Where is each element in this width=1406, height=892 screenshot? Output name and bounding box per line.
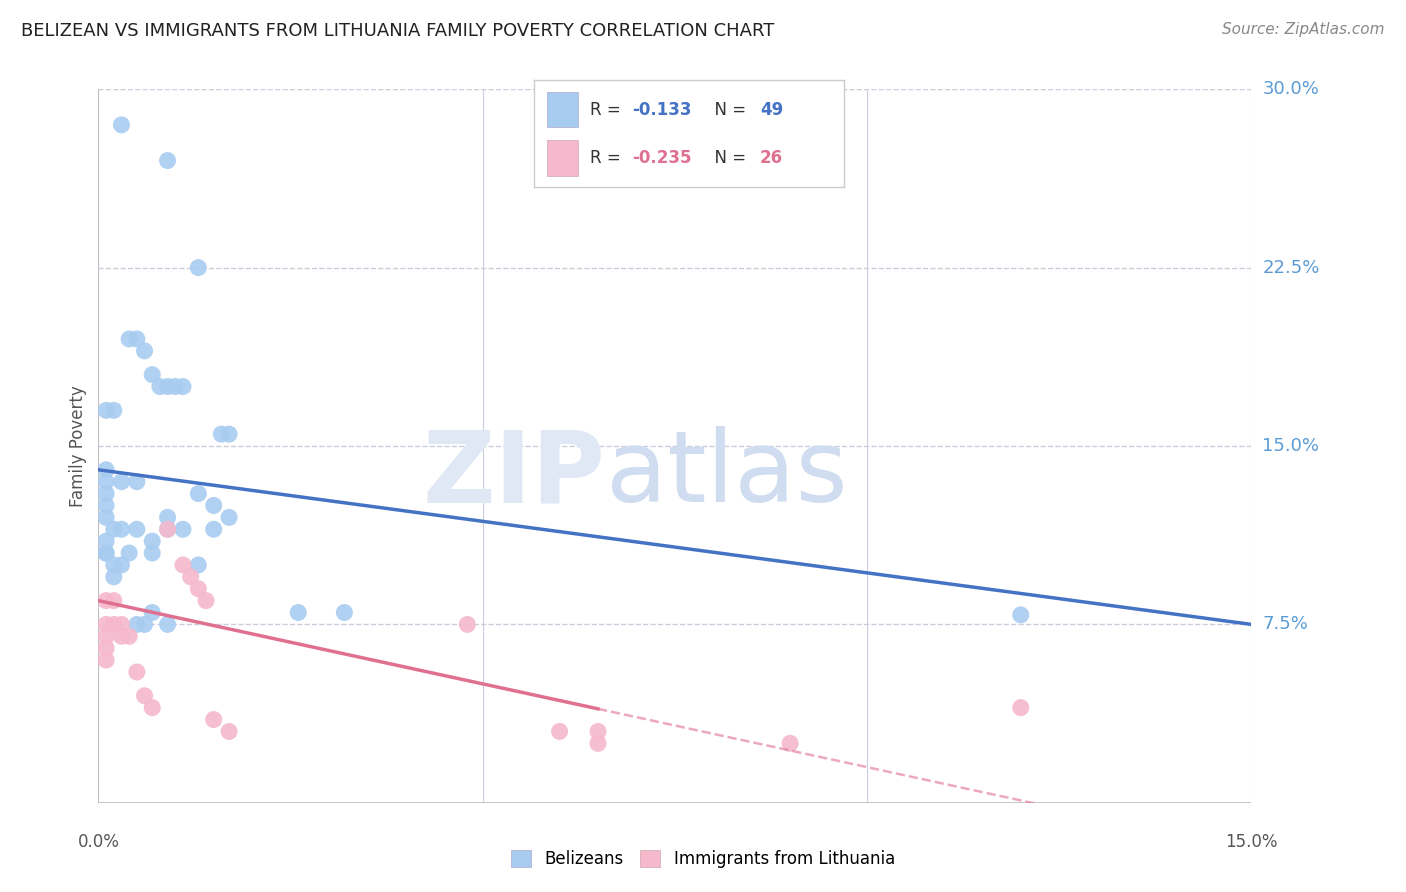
Point <box>94 403 117 417</box>
Point <box>172 379 194 393</box>
Point <box>94 617 117 632</box>
Point <box>149 379 172 393</box>
Point <box>94 499 117 513</box>
Point <box>94 629 117 643</box>
Point <box>103 593 125 607</box>
Point <box>134 689 156 703</box>
Point <box>156 522 179 536</box>
Legend: Belizeans, Immigrants from Lithuania: Belizeans, Immigrants from Lithuania <box>505 843 901 875</box>
Point <box>209 427 232 442</box>
Point <box>548 724 571 739</box>
Point <box>165 379 187 393</box>
Text: -0.133: -0.133 <box>631 101 692 119</box>
Point <box>110 118 132 132</box>
Point <box>134 617 156 632</box>
Point <box>94 546 117 560</box>
Point <box>172 522 194 536</box>
Point <box>94 463 117 477</box>
Point <box>94 510 117 524</box>
Point <box>94 546 117 560</box>
Point <box>202 713 225 727</box>
Text: 15.0%: 15.0% <box>1225 833 1278 851</box>
Text: R =: R = <box>591 101 626 119</box>
Point <box>586 724 609 739</box>
Text: 7.5%: 7.5% <box>1263 615 1309 633</box>
Point <box>156 379 179 393</box>
Point <box>287 606 309 620</box>
Point <box>156 153 179 168</box>
Point <box>156 510 179 524</box>
Point <box>125 665 148 679</box>
FancyBboxPatch shape <box>547 140 578 176</box>
Point <box>110 522 132 536</box>
Text: atlas: atlas <box>606 426 848 523</box>
Point <box>110 617 132 632</box>
Point <box>218 510 240 524</box>
Point <box>94 534 117 549</box>
Point <box>141 368 163 382</box>
Text: BELIZEAN VS IMMIGRANTS FROM LITHUANIA FAMILY POVERTY CORRELATION CHART: BELIZEAN VS IMMIGRANTS FROM LITHUANIA FA… <box>21 22 775 40</box>
Point <box>187 582 209 596</box>
Point <box>94 593 117 607</box>
Text: R =: R = <box>591 149 626 167</box>
Point <box>195 593 218 607</box>
Point <box>103 570 125 584</box>
Point <box>156 617 179 632</box>
Point <box>180 570 202 584</box>
Text: 22.5%: 22.5% <box>1263 259 1320 277</box>
Text: 0.0%: 0.0% <box>77 833 120 851</box>
Point <box>110 475 132 489</box>
Point <box>1010 607 1032 622</box>
Point <box>134 343 156 358</box>
Point <box>94 486 117 500</box>
Text: 26: 26 <box>761 149 783 167</box>
Text: 30.0%: 30.0% <box>1263 80 1319 98</box>
Text: N =: N = <box>704 149 752 167</box>
Text: ZIP: ZIP <box>423 426 606 523</box>
Point <box>141 534 163 549</box>
Point <box>125 475 148 489</box>
Point <box>94 475 117 489</box>
Y-axis label: Family Poverty: Family Poverty <box>69 385 87 507</box>
Point <box>141 606 163 620</box>
Point <box>118 332 141 346</box>
Point <box>202 522 225 536</box>
Text: 15.0%: 15.0% <box>1263 437 1319 455</box>
Text: N =: N = <box>704 101 752 119</box>
Point <box>187 558 209 572</box>
Text: 49: 49 <box>761 101 783 119</box>
Point <box>103 522 125 536</box>
Point <box>586 736 609 750</box>
Point <box>333 606 356 620</box>
Point <box>456 617 478 632</box>
Point <box>103 558 125 572</box>
Point <box>187 260 209 275</box>
Point <box>118 546 141 560</box>
Point <box>125 522 148 536</box>
Point <box>141 546 163 560</box>
Point <box>141 700 163 714</box>
FancyBboxPatch shape <box>547 92 578 128</box>
Point <box>202 499 225 513</box>
Point <box>187 486 209 500</box>
Point <box>94 641 117 656</box>
Point <box>218 724 240 739</box>
Point <box>103 617 125 632</box>
Point <box>779 736 801 750</box>
Point <box>172 558 194 572</box>
Point <box>125 332 148 346</box>
Point <box>125 617 148 632</box>
Text: Source: ZipAtlas.com: Source: ZipAtlas.com <box>1222 22 1385 37</box>
Point <box>1010 700 1032 714</box>
Point <box>110 558 132 572</box>
Text: -0.235: -0.235 <box>631 149 692 167</box>
Point <box>110 629 132 643</box>
Point <box>118 629 141 643</box>
Point <box>156 522 179 536</box>
Point <box>218 427 240 442</box>
Point <box>94 653 117 667</box>
Point <box>103 403 125 417</box>
